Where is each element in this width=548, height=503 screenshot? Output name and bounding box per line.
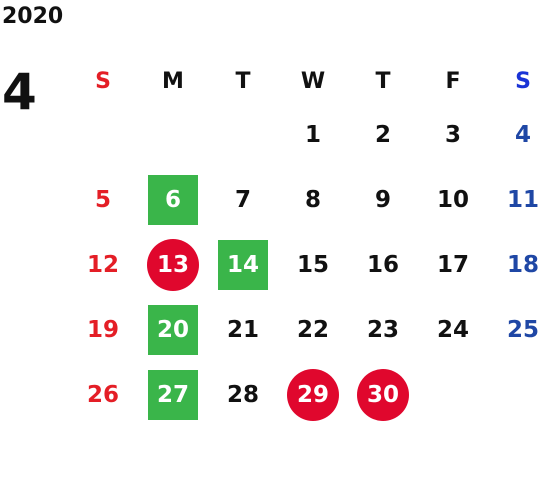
day-cell-marked-red: 29 <box>278 362 348 427</box>
day-number: 16 <box>366 251 399 278</box>
day-number: 20 <box>148 304 198 355</box>
day-cell: 10 <box>418 167 488 232</box>
day-cell <box>138 102 208 167</box>
day-cell: 1 <box>278 102 348 167</box>
day-cell: 3 <box>418 102 488 167</box>
day-number: 28 <box>226 381 259 408</box>
day-cell: 17 <box>418 232 488 297</box>
day-number: 29 <box>287 368 339 421</box>
day-cell <box>68 102 138 167</box>
day-cell: 22 <box>278 297 348 362</box>
day-number: 4 <box>514 121 531 148</box>
day-number: 19 <box>86 316 119 343</box>
day-cell: 8 <box>278 167 348 232</box>
week-row: 12 13 14 15 16 17 18 <box>68 232 548 297</box>
day-cell-marked-green: 20 <box>138 297 208 362</box>
day-number: 6 <box>148 174 198 225</box>
day-number: 27 <box>148 369 198 420</box>
weekday-tuesday: T <box>235 68 251 94</box>
day-number: 7 <box>234 186 251 213</box>
weekday-saturday: S <box>515 68 531 94</box>
day-cell-marked-green: 27 <box>138 362 208 427</box>
day-number: 13 <box>147 238 199 291</box>
day-number <box>428 370 478 420</box>
day-number: 24 <box>436 316 469 343</box>
day-number <box>78 110 128 160</box>
weekday-sunday: S <box>95 68 111 94</box>
day-cell-marked-green: 6 <box>138 167 208 232</box>
day-cell: 11 <box>488 167 548 232</box>
day-number: 9 <box>374 186 391 213</box>
day-cell: 18 <box>488 232 548 297</box>
calendar-grid: S M T W T F S 1 2 3 4 5 6 7 8 9 10 11 12… <box>68 60 548 427</box>
day-number: 10 <box>436 186 469 213</box>
day-cell: 5 <box>68 167 138 232</box>
weekday-monday: M <box>162 68 184 94</box>
day-number: 1 <box>304 121 321 148</box>
day-cell: 23 <box>348 297 418 362</box>
month-number: 4 <box>2 63 37 121</box>
day-cell: 15 <box>278 232 348 297</box>
day-number: 26 <box>86 381 119 408</box>
day-cell: 24 <box>418 297 488 362</box>
day-number: 30 <box>357 368 409 421</box>
day-number: 21 <box>226 316 259 343</box>
day-number: 25 <box>506 316 539 343</box>
day-cell: 2 <box>348 102 418 167</box>
day-number <box>498 370 548 420</box>
week-row: 1 2 3 4 <box>68 102 548 167</box>
day-number: 23 <box>366 316 399 343</box>
day-number: 3 <box>444 121 461 148</box>
day-number: 12 <box>86 251 119 278</box>
day-number: 2 <box>374 121 391 148</box>
day-number: 11 <box>506 186 539 213</box>
day-cell <box>488 362 548 427</box>
day-number: 14 <box>218 239 268 290</box>
day-number: 5 <box>94 186 111 213</box>
week-row: 26 27 28 29 30 <box>68 362 548 427</box>
weekday-thursday: T <box>375 68 391 94</box>
day-cell <box>418 362 488 427</box>
day-number: 17 <box>436 251 469 278</box>
weekday-friday: F <box>445 68 461 94</box>
day-number: 8 <box>304 186 321 213</box>
year-label: 2020 <box>2 4 64 29</box>
day-number <box>148 110 198 160</box>
weekday-wednesday: W <box>300 68 326 94</box>
week-row: 19 20 21 22 23 24 25 <box>68 297 548 362</box>
day-cell: 19 <box>68 297 138 362</box>
day-cell: 16 <box>348 232 418 297</box>
day-cell-marked-green: 14 <box>208 232 278 297</box>
day-cell-marked-red: 13 <box>138 232 208 297</box>
week-row: 5 6 7 8 9 10 11 <box>68 167 548 232</box>
weekday-header-row: S M T W T F S <box>68 60 548 102</box>
day-number: 18 <box>506 251 539 278</box>
day-number: 22 <box>296 316 329 343</box>
day-cell: 9 <box>348 167 418 232</box>
day-cell-marked-red: 30 <box>348 362 418 427</box>
day-cell: 12 <box>68 232 138 297</box>
day-number <box>218 110 268 160</box>
day-cell: 25 <box>488 297 548 362</box>
day-cell: 7 <box>208 167 278 232</box>
day-cell: 28 <box>208 362 278 427</box>
day-cell <box>208 102 278 167</box>
day-cell: 21 <box>208 297 278 362</box>
day-number: 15 <box>296 251 329 278</box>
day-cell: 26 <box>68 362 138 427</box>
day-cell: 4 <box>488 102 548 167</box>
